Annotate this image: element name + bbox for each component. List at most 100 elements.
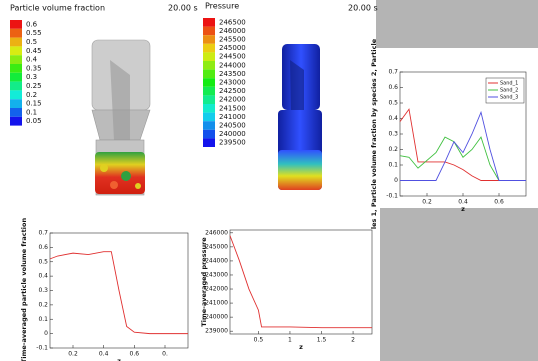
legend-label: 0.4 — [26, 56, 38, 64]
color-swatch — [10, 99, 22, 108]
legend-label: 0.15 — [26, 100, 42, 108]
legend-label: 0.5 — [26, 38, 37, 46]
data-line — [400, 109, 526, 180]
legend-label: 0.55 — [26, 29, 42, 37]
legend-label: 243000 — [219, 79, 246, 87]
color-swatch — [203, 44, 215, 53]
x-axis-label: z — [299, 343, 303, 351]
page: { "panels": [ {"title": "Particle volume… — [0, 0, 538, 361]
legend-label: 241500 — [219, 104, 246, 112]
legend-label: 240000 — [219, 130, 246, 138]
legend-label: Sand_3 — [500, 95, 518, 101]
legend-label: 246500 — [219, 18, 246, 26]
y-tick-label: 0.4 — [388, 115, 398, 122]
x-tick-label: 0.2 — [68, 351, 78, 358]
color-swatch — [10, 55, 22, 64]
panel-title: Pressure — [205, 2, 239, 11]
x-axis-label: z — [117, 357, 121, 361]
empty-panel — [376, 0, 538, 48]
legend-label: 0.45 — [26, 47, 42, 55]
color-swatch — [203, 61, 215, 70]
y-tick-label: 0.1 — [38, 316, 48, 323]
x-axis-label: z — [461, 205, 465, 213]
color-swatch — [10, 82, 22, 91]
legend-label: Sand_1 — [500, 81, 518, 87]
legend-label: 244500 — [219, 53, 246, 61]
x-tick-label: 0. — [162, 351, 168, 358]
legend-label: 0.6 — [26, 20, 38, 28]
y-axis-label: les 1, Particle volume fraction by speci… — [370, 38, 378, 229]
y-tick-label: 0.3 — [388, 131, 398, 138]
legend-label: 0.2 — [26, 91, 37, 99]
color-swatch — [203, 70, 215, 79]
x-tick-label: 2 — [351, 337, 355, 344]
data-line — [230, 236, 372, 328]
color-swatch — [10, 46, 22, 55]
y-tick-label: 0.4 — [38, 273, 48, 280]
y-tick-label: 0.1 — [388, 162, 398, 169]
y-tick-label: 246000 — [205, 229, 228, 236]
y-tick-label: 0.5 — [38, 258, 48, 265]
legend-label: 242500 — [219, 87, 246, 95]
legend-label: Sand_2 — [500, 88, 518, 94]
x-tick-label: 0.6 — [494, 199, 504, 206]
empty-panel — [380, 208, 538, 361]
y-tick-label: 0.7 — [38, 230, 48, 237]
data-line — [400, 112, 526, 180]
color-swatch — [203, 130, 215, 139]
legend-label: 241000 — [219, 113, 246, 121]
y-tick-label: 0.3 — [38, 287, 48, 294]
color-swatch — [203, 35, 215, 44]
color-swatch — [10, 73, 22, 82]
y-tick-label: 239000 — [205, 328, 228, 335]
legend-label: 246000 — [219, 27, 246, 35]
color-swatch — [203, 113, 215, 122]
x-tick-label: 0.6 — [130, 351, 140, 358]
data-line — [400, 137, 526, 180]
color-swatch — [203, 52, 215, 61]
color-swatch — [10, 38, 22, 47]
data-line — [50, 252, 188, 334]
plot-frame — [230, 230, 372, 334]
x-tick-label: 0.4 — [99, 351, 109, 358]
y-tick-label: 0.2 — [388, 146, 398, 153]
vessel-render — [278, 44, 322, 190]
legend-label: 240500 — [219, 122, 246, 130]
legend-label: 0.25 — [26, 82, 42, 90]
color-swatch — [203, 27, 215, 36]
legend-label: 0.05 — [26, 117, 42, 125]
panel-time: 20.00 s — [348, 4, 378, 13]
color-swatch — [10, 108, 22, 117]
legend-label: 242000 — [219, 96, 246, 104]
y-tick-label: 244000 — [205, 257, 228, 264]
legend-label: 245500 — [219, 36, 246, 44]
color-swatch — [10, 20, 22, 29]
legend-label: 0.1 — [26, 108, 37, 116]
y-axis-label: Time-averaged pressure — [200, 237, 208, 327]
color-swatch — [10, 64, 22, 73]
color-swatch — [203, 104, 215, 113]
y-tick-label: 0 — [44, 330, 48, 337]
color-swatch — [203, 78, 215, 87]
legend-label: 0.3 — [26, 73, 37, 81]
panel-time: 20.00 s — [168, 4, 198, 13]
vessel-render — [92, 40, 150, 195]
x-tick-label: 1 — [288, 337, 292, 344]
color-swatch — [203, 121, 215, 130]
color-swatch — [10, 29, 22, 38]
y-tick-label: 0.7 — [388, 69, 398, 76]
color-swatch — [10, 90, 22, 99]
y-tick-label: -0.1 — [386, 193, 398, 200]
y-tick-label: 0.6 — [388, 84, 398, 91]
legend-label: 243500 — [219, 70, 246, 78]
color-swatch — [203, 18, 215, 27]
legend-label: 0.35 — [26, 64, 42, 72]
color-swatch — [203, 87, 215, 96]
x-tick-label: 1.5 — [317, 337, 327, 344]
y-axis-label: Time-averaged particle volume fraction — [20, 218, 28, 361]
y-tick-label: 0.6 — [38, 244, 48, 251]
legend-label: 239500 — [219, 139, 246, 147]
y-tick-label: 0 — [394, 177, 398, 184]
color-swatch — [10, 117, 22, 126]
color-swatch — [203, 95, 215, 104]
